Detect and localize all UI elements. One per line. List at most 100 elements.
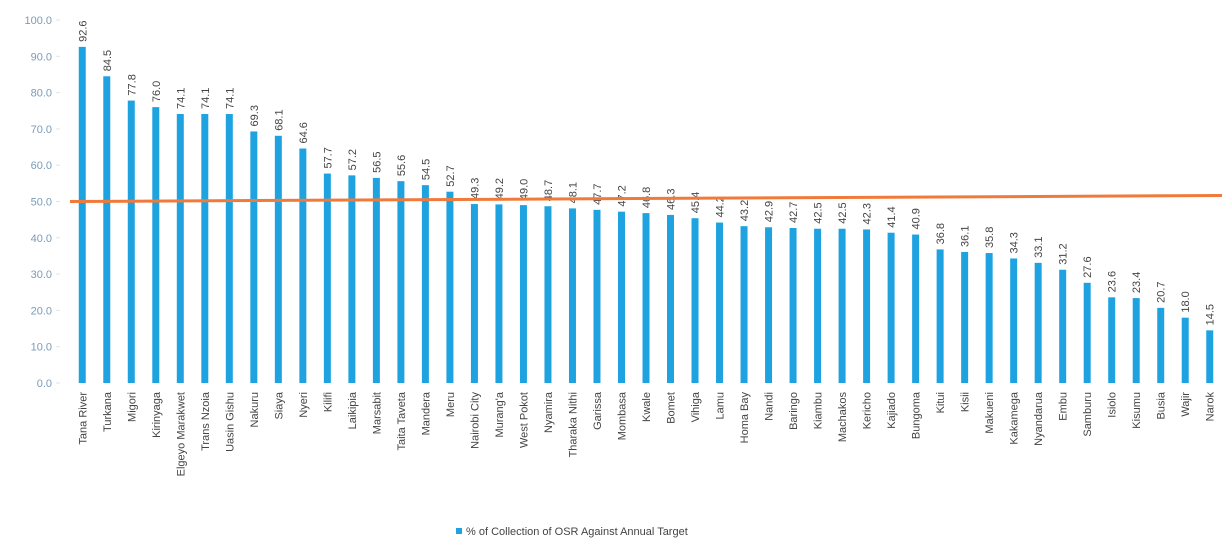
bar — [691, 218, 699, 383]
bar — [152, 107, 160, 384]
bar — [740, 226, 748, 383]
data-label: 34.3 — [1009, 232, 1021, 253]
x-tick-label: Narok — [1205, 392, 1217, 422]
y-tick-label: 50.0 — [31, 197, 52, 209]
bar — [176, 114, 184, 383]
y-tick-label: 10.0 — [31, 342, 52, 354]
bar — [372, 177, 380, 383]
data-label: 74.1 — [200, 88, 212, 109]
x-tick-label: Kisii — [960, 392, 972, 412]
x-tick-label: Tharaka Nithi — [567, 392, 579, 457]
x-tick-label: Mandera — [420, 391, 432, 435]
data-label: 49.0 — [518, 179, 530, 200]
bar — [299, 148, 307, 383]
data-label: 54.5 — [420, 159, 432, 180]
x-tick-label: Vihiga — [690, 391, 702, 422]
bar — [274, 135, 282, 383]
data-label: 48.7 — [543, 180, 555, 201]
bar — [1206, 330, 1214, 383]
y-tick-label: 20.0 — [31, 305, 52, 317]
x-tick-label: Bomet — [666, 392, 678, 424]
x-tick-label: Lamu — [715, 392, 727, 420]
data-label: 40.9 — [911, 208, 923, 229]
bar — [250, 131, 258, 383]
bar — [593, 209, 601, 383]
bar — [1157, 307, 1165, 383]
x-tick-label: Isiolo — [1107, 392, 1119, 418]
x-tick-label: Nandi — [764, 392, 776, 421]
data-label: 42.5 — [837, 202, 849, 223]
bar — [421, 185, 429, 383]
bar — [1132, 298, 1140, 383]
data-label: 23.4 — [1131, 272, 1143, 293]
data-label: 55.6 — [396, 155, 408, 176]
reference-line — [69, 194, 1223, 203]
data-label: 57.2 — [347, 149, 359, 170]
x-tick-label: Kajiado — [886, 392, 898, 429]
bar — [446, 191, 454, 383]
bar — [127, 100, 135, 383]
data-label: 43.2 — [739, 200, 751, 221]
bar — [912, 234, 920, 383]
data-label: 41.4 — [886, 206, 898, 227]
x-tick-label: Baringo — [788, 392, 800, 430]
x-tick-label: Tana River — [77, 392, 89, 445]
bar — [716, 222, 724, 383]
x-tick-label: Garissa — [592, 391, 604, 430]
x-tick-label: Meru — [445, 392, 457, 417]
x-tick-label: Kericho — [862, 392, 874, 429]
data-label: 56.5 — [371, 151, 383, 172]
data-label: 36.1 — [960, 226, 972, 247]
x-tick-label: Nyandarua — [1033, 391, 1045, 446]
bar — [78, 46, 86, 383]
x-tick-label: Kiambu — [813, 392, 825, 429]
legend-swatch — [456, 528, 462, 534]
data-label: 27.6 — [1082, 256, 1094, 277]
bar — [495, 204, 503, 383]
bar — [887, 232, 895, 383]
bar — [225, 114, 233, 383]
x-tick-label: Mombasa — [616, 391, 628, 440]
y-tick-label: 70.0 — [31, 124, 52, 136]
data-label: 42.5 — [813, 202, 825, 223]
bar — [936, 249, 944, 383]
data-label: 44.2 — [715, 196, 727, 217]
data-label: 42.3 — [862, 203, 874, 224]
bar — [765, 227, 773, 383]
x-tick-label: Homa Bay — [739, 392, 751, 444]
data-label: 74.1 — [175, 88, 187, 109]
y-tick-label: 30.0 — [31, 269, 52, 281]
x-tick-label: Wajir — [1180, 392, 1192, 417]
x-tick-label: Kitui — [935, 392, 947, 413]
data-label: 76.0 — [151, 81, 163, 102]
x-tick-label: Busia — [1156, 391, 1168, 419]
data-label: 18.0 — [1180, 291, 1192, 312]
x-tick-label: West Pokot — [518, 392, 530, 448]
x-tick-label: Uasin Gishu — [224, 392, 236, 452]
x-tick-label: Laikipia — [347, 391, 359, 429]
y-tick-label: 0.0 — [37, 378, 52, 390]
data-label: 47.7 — [592, 183, 604, 204]
bar — [1083, 282, 1091, 383]
x-tick-label: Nyeri — [298, 392, 310, 418]
bar — [1010, 258, 1018, 383]
x-tick-label: Samburu — [1082, 392, 1094, 437]
bar — [201, 114, 209, 383]
x-tick-label: Marsabit — [371, 392, 383, 434]
data-label: 84.5 — [102, 50, 114, 71]
x-tick-label: Turkana — [102, 391, 114, 432]
bar — [544, 206, 552, 383]
x-tick-label: Kwale — [641, 392, 653, 422]
data-label: 92.6 — [77, 20, 89, 41]
data-label: 49.3 — [469, 178, 481, 199]
bar — [667, 214, 675, 383]
bar — [814, 228, 822, 383]
x-tick-label: Trans Nzoia — [200, 391, 212, 451]
data-label: 42.9 — [764, 201, 776, 222]
bar — [863, 229, 871, 383]
data-label: 42.7 — [788, 202, 800, 223]
bar — [789, 227, 797, 383]
y-tick-label: 90.0 — [31, 51, 52, 63]
bar — [985, 253, 993, 383]
